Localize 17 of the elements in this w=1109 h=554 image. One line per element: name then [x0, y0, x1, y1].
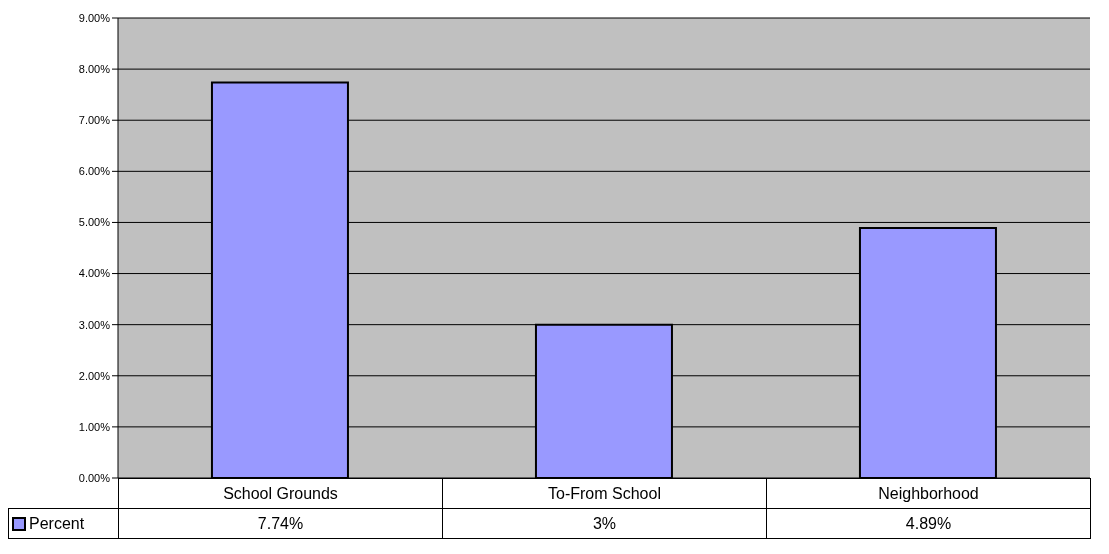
y-tick-label: 9.00%	[78, 11, 111, 24]
y-tick-label: 5.00%	[78, 216, 111, 229]
y-tick-label: 7.00%	[78, 114, 111, 127]
x-tick-label: To-From School	[442, 478, 767, 509]
y-tick-label: 8.00%	[78, 63, 111, 76]
data-label: 4.89%	[766, 508, 1091, 539]
data-label: 3%	[442, 508, 767, 539]
y-tick-label: 2.00%	[78, 369, 111, 382]
y-tick-label: 1.00%	[78, 420, 111, 433]
y-tick-label: 0.00%	[78, 471, 111, 484]
y-tick-label: 6.00%	[78, 165, 111, 178]
x-tick-label: School Grounds	[118, 478, 443, 509]
y-tick-label: 4.00%	[78, 267, 111, 280]
legend-label: Percent	[28, 514, 85, 532]
y-tick-label: 3.00%	[78, 318, 111, 331]
data-label: 7.74%	[118, 508, 443, 539]
x-tick-label: Neighborhood	[766, 478, 1091, 509]
